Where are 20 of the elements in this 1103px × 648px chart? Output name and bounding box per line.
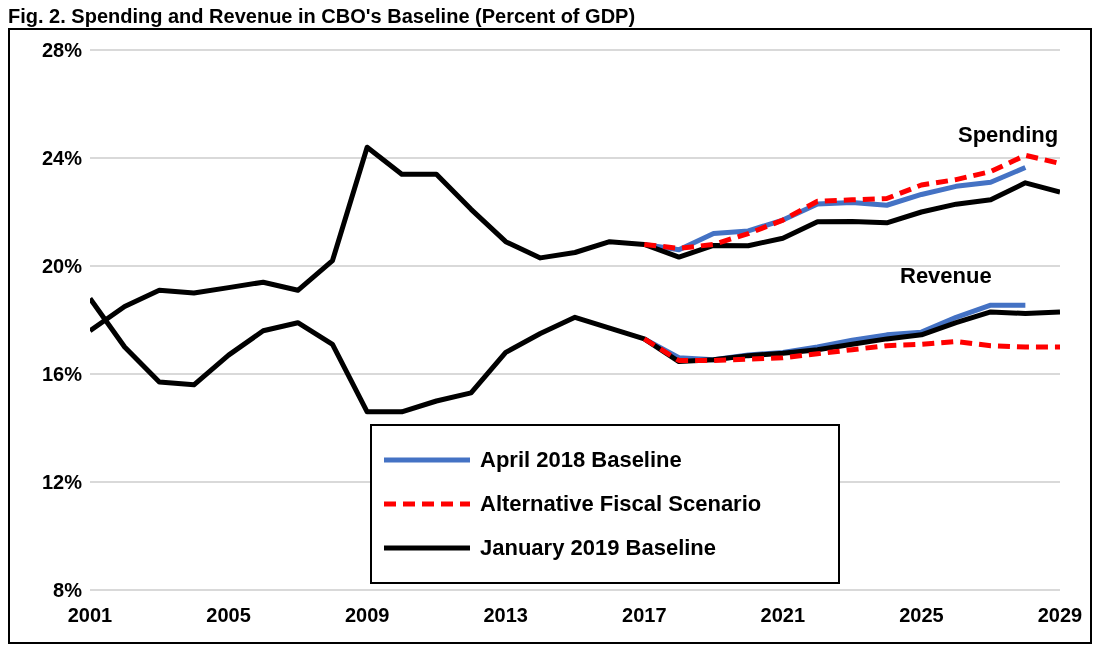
- y-tick-label: 28%: [41, 39, 83, 62]
- legend-label: Alternative Fiscal Scenario: [480, 491, 762, 517]
- annotation: Revenue: [900, 263, 992, 289]
- x-tick-label: 2025: [899, 604, 944, 627]
- x-tick-label: 2009: [344, 604, 390, 627]
- y-tick-label: 16%: [41, 363, 83, 386]
- y-tick-label: 8%: [53, 579, 83, 602]
- x-tick-label: 2005: [206, 604, 251, 627]
- x-tick-label: 2021: [760, 604, 806, 627]
- y-tick-label: 20%: [41, 255, 83, 278]
- legend-label: January 2019 Baseline: [480, 535, 717, 561]
- legend-label: April 2018 Baseline: [480, 447, 682, 473]
- chart-title: Fig. 2. Spending and Revenue in CBO's Baseline (Percent of GDP): [8, 4, 637, 28]
- y-tick-label: 24%: [41, 147, 83, 170]
- x-tick-label: 2029: [1037, 604, 1083, 627]
- y-tick-label: 12%: [41, 471, 83, 494]
- annotation: Spending: [958, 122, 1059, 148]
- x-tick-label: 2001: [67, 604, 113, 627]
- x-tick-label: 2013: [483, 604, 528, 627]
- x-tick-label: 2017: [622, 604, 667, 627]
